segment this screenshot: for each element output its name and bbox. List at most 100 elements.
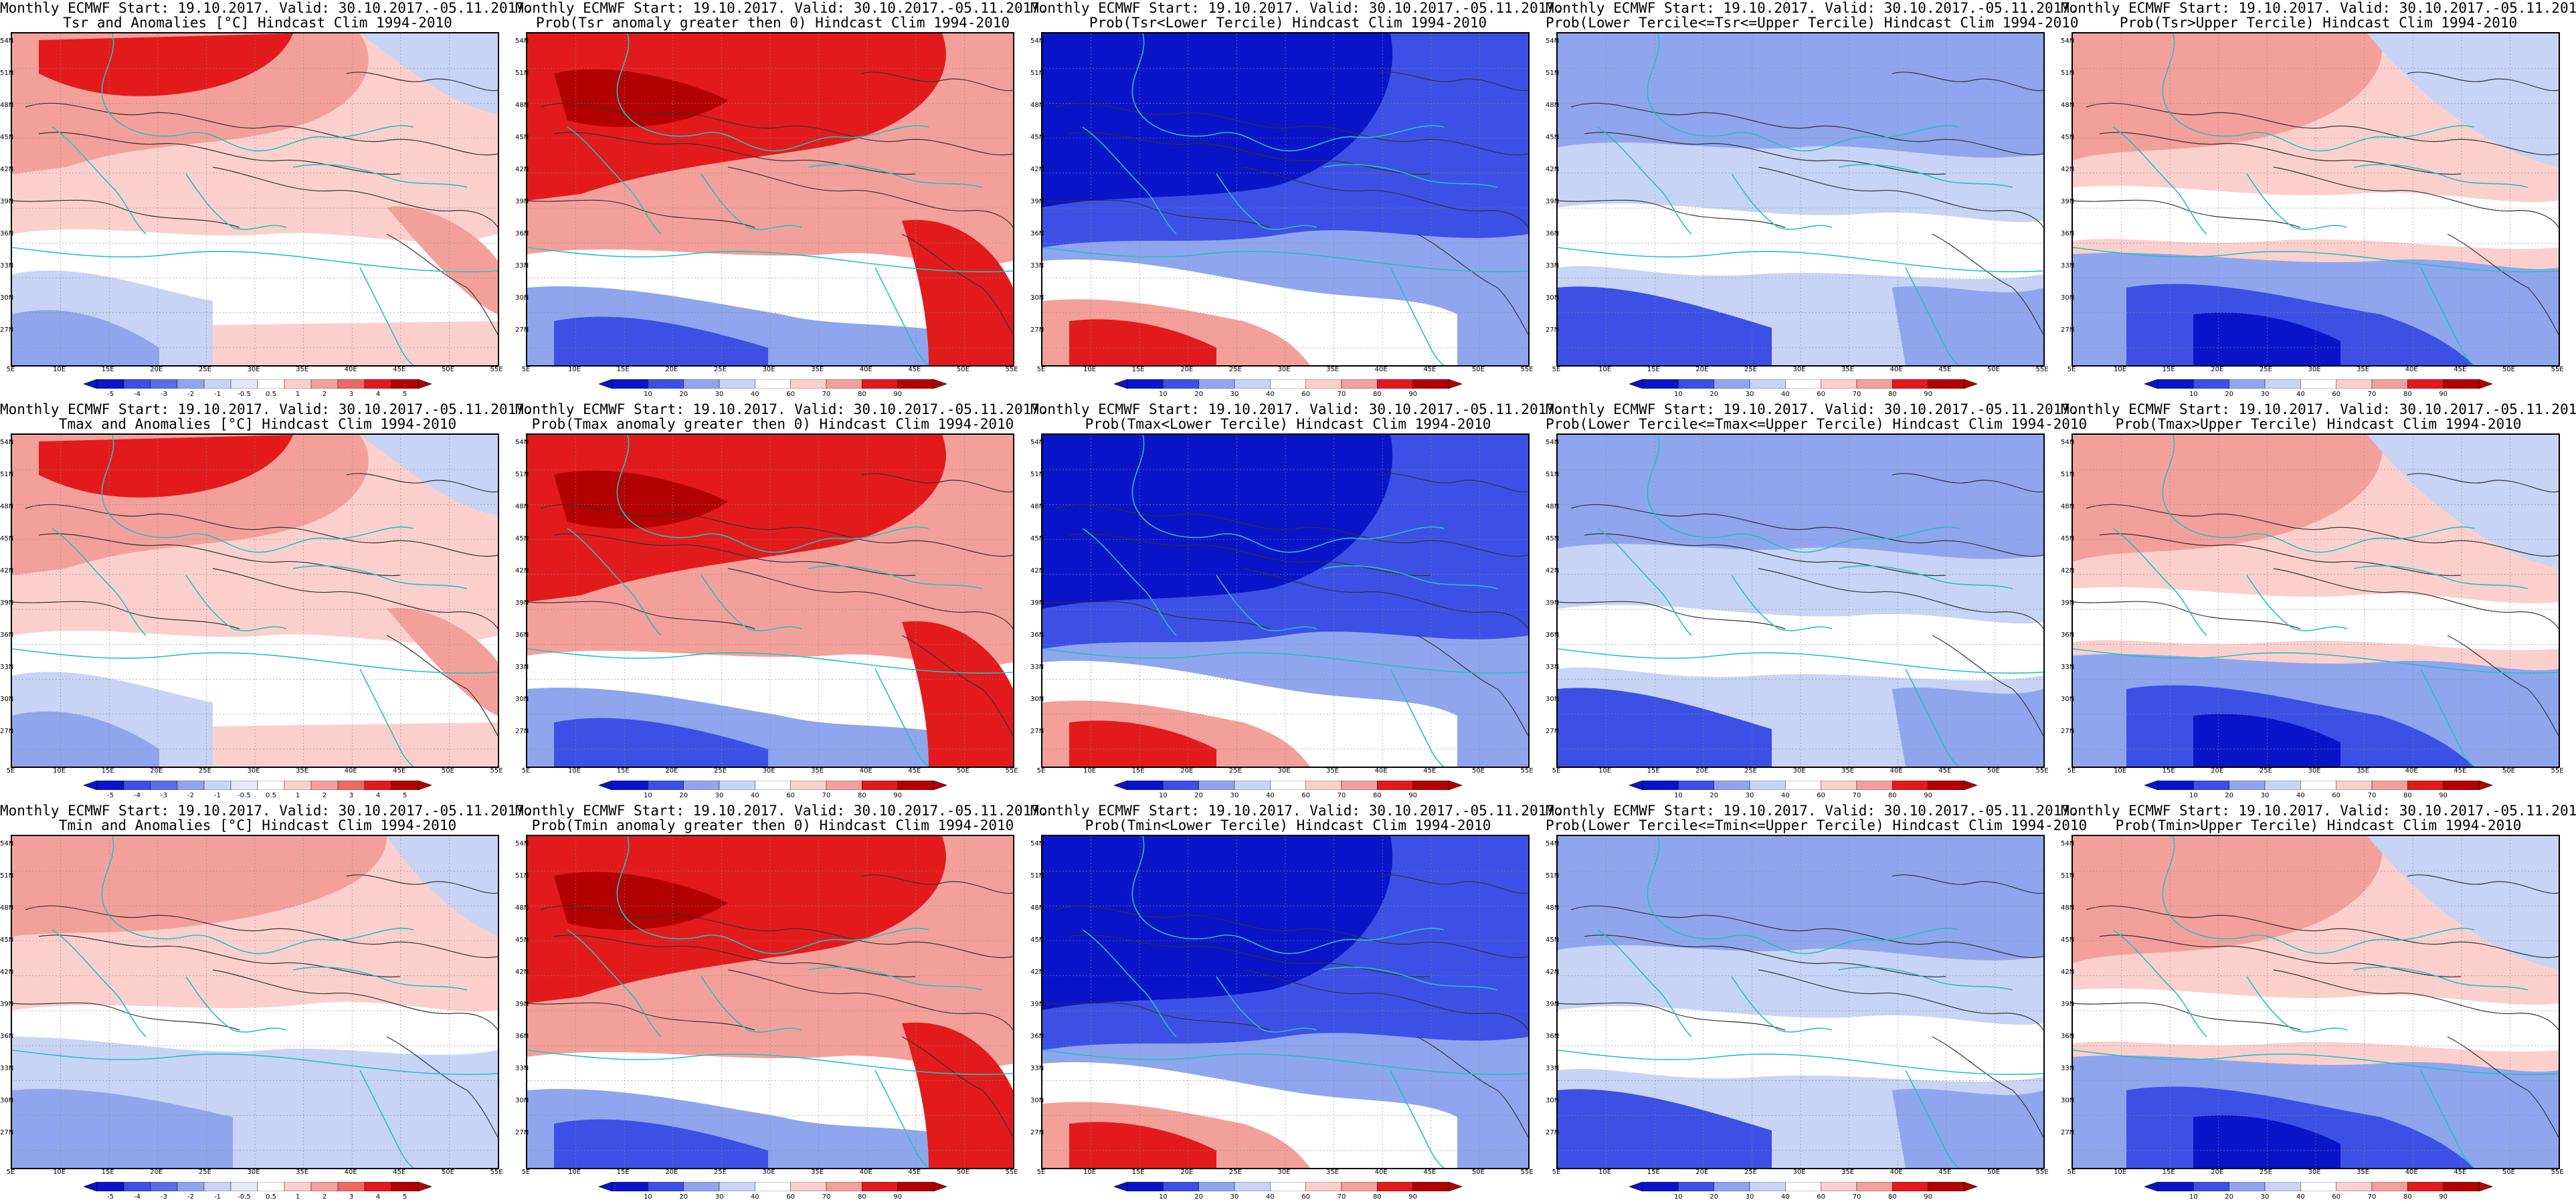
colorbar-tick-label: -0.5 xyxy=(238,1193,251,1201)
longitude-label: 10E xyxy=(53,366,66,373)
latitude-label: 39N xyxy=(1030,599,1044,607)
latitude-label: 48N xyxy=(515,904,529,912)
colorbar-tick-label: 3 xyxy=(349,1193,354,1201)
colorbar-tick-label: 30 xyxy=(1230,391,1239,398)
latitude-label: 36N xyxy=(0,631,14,639)
colorbar-tick-label: -2 xyxy=(187,1193,194,1201)
colorbar xyxy=(1629,379,1977,389)
latitude-label: 54N xyxy=(1546,840,1560,847)
latitude-label: 27N xyxy=(1030,326,1044,334)
longitude-label: 45E xyxy=(2454,366,2467,373)
latitude-label: 27N xyxy=(515,728,529,735)
colorbar-tick-label: 30 xyxy=(1230,1193,1239,1201)
colorbar-tick-label: 2 xyxy=(322,792,327,799)
colorbar-tick-label: 40 xyxy=(2296,792,2305,799)
latitude-label: 33N xyxy=(0,262,14,270)
longitude-label: 25E xyxy=(1228,767,1242,775)
colorbar-tick-label: 20 xyxy=(2225,391,2234,398)
colorbar-tick-label: 60 xyxy=(2332,792,2341,799)
longitude-label: 45E xyxy=(1938,767,1952,775)
longitude-label: 30E xyxy=(2308,767,2321,775)
longitude-label: 45E xyxy=(908,366,921,373)
colorbar xyxy=(84,379,432,389)
colorbar xyxy=(1114,1182,1462,1191)
latitude-label: 27N xyxy=(2061,728,2075,735)
longitude-label: 55E xyxy=(2035,767,2049,775)
latitude-label: 39N xyxy=(2061,198,2075,205)
latitude-label: 42N xyxy=(515,166,529,173)
colorbar xyxy=(2144,781,2492,790)
colorbar-tick-label: 90 xyxy=(2439,1193,2448,1201)
longitude-label: 30E xyxy=(1792,1169,1806,1176)
latitude-label: 54N xyxy=(2061,37,2075,45)
latitude-label: 48N xyxy=(1546,503,1560,510)
longitude-label: 25E xyxy=(2259,366,2272,373)
colorbar-tick-label: 10 xyxy=(1158,1193,1168,1201)
colorbar-tick-label: 10 xyxy=(1673,391,1683,398)
longitude-label: 35E xyxy=(1326,1169,1340,1176)
longitude-label: 25E xyxy=(2259,1169,2272,1176)
latitude-label: 27N xyxy=(515,1129,529,1136)
latitude-label: 45N xyxy=(0,134,14,141)
colorbar-tick-label: 30 xyxy=(715,792,724,799)
colorbar-tick-label: 80 xyxy=(1372,1193,1382,1201)
latitude-label: 33N xyxy=(515,1065,529,1072)
colorbar-tick-label: 20 xyxy=(1710,391,1719,398)
longitude-label: 55E xyxy=(2551,366,2564,373)
latitude-label: 27N xyxy=(2061,326,2075,334)
latitude-label: 27N xyxy=(1546,728,1560,735)
longitude-label: 10E xyxy=(1598,1169,1612,1176)
longitude-label: 20E xyxy=(1695,767,1709,775)
colorbar-tick-label: 10 xyxy=(2189,391,2198,398)
latitude-label: 54N xyxy=(1546,37,1560,45)
latitude-label: 45N xyxy=(0,936,14,944)
colorbar-tick-label: 1 xyxy=(295,792,300,799)
latitude-label: 42N xyxy=(0,567,14,575)
colorbar-tick-label: 20 xyxy=(1194,792,1204,799)
colorbar-tick-label: 4 xyxy=(375,391,381,398)
panel-title-line2: Prob(Tsr<Lower Tercile) Hindcast Clim 19… xyxy=(1089,15,1487,31)
colorbar-tick-label: 60 xyxy=(786,1193,796,1201)
forecast-map xyxy=(2072,32,2560,367)
longitude-label: 30E xyxy=(247,767,260,775)
colorbar-tick-label: -1 xyxy=(214,1193,221,1201)
latitude-label: 54N xyxy=(1546,439,1560,446)
latitude-label: 36N xyxy=(2061,1033,2075,1040)
latitude-label: 39N xyxy=(1030,198,1044,205)
latitude-label: 51N xyxy=(515,70,529,77)
longitude-label: 45E xyxy=(908,767,921,775)
forecast-panel: Monthly ECMWF Start: 19.10.2017. Valid: … xyxy=(515,0,1048,401)
latitude-label: 36N xyxy=(1546,230,1560,237)
longitude-label: 25E xyxy=(713,366,727,373)
latitude-label: 54N xyxy=(515,840,529,847)
latitude-label: 45N xyxy=(515,134,529,141)
latitude-label: 54N xyxy=(0,840,14,847)
colorbar-tick-label: -5 xyxy=(107,792,114,799)
longitude-label: 30E xyxy=(247,1169,260,1176)
latitude-label: 36N xyxy=(515,631,529,639)
colorbar-tick-label: 30 xyxy=(1745,792,1754,799)
longitude-label: 10E xyxy=(568,366,581,373)
longitude-label: 30E xyxy=(762,1169,775,1176)
latitude-label: 33N xyxy=(1546,1065,1560,1072)
panel-title-line1: Monthly ECMWF Start: 19.10.2017. Valid: … xyxy=(1546,803,2079,819)
colorbar-tick-label: 1 xyxy=(295,391,300,398)
longitude-label: 45E xyxy=(1423,767,1437,775)
colorbar-tick-label: 90 xyxy=(1924,391,1933,398)
colorbar-tick-label: 20 xyxy=(2225,792,2234,799)
latitude-label: 27N xyxy=(0,1129,14,1136)
colorbar-tick-label: -3 xyxy=(161,391,167,398)
latitude-label: 30N xyxy=(1546,1097,1560,1104)
colorbar-tick-label: 90 xyxy=(1924,1193,1933,1201)
colorbar-tick-label: -1 xyxy=(214,391,221,398)
longitude-label: 15E xyxy=(1647,767,1660,775)
longitude-label: 40E xyxy=(1374,1169,1388,1176)
colorbar xyxy=(1629,781,1977,790)
longitude-label: 35E xyxy=(2357,366,2370,373)
longitude-label: 40E xyxy=(344,366,357,373)
colorbar-tick-label: 80 xyxy=(1372,792,1382,799)
longitude-label: 25E xyxy=(713,767,727,775)
latitude-label: 48N xyxy=(2061,503,2075,510)
forecast-map xyxy=(1041,835,1530,1169)
latitude-label: 48N xyxy=(0,102,14,109)
